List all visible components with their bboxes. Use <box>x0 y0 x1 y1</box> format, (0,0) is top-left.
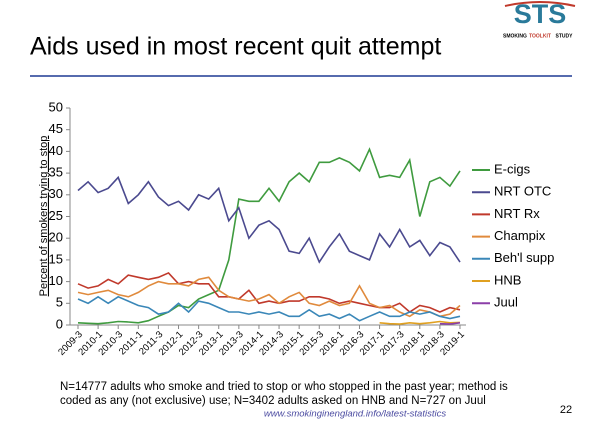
footnote: coded as any (not exclusive) use; N=3402… <box>60 395 486 407</box>
y-tick-label: 25 <box>49 208 63 223</box>
y-tick-label: 15 <box>49 251 63 266</box>
series-line <box>77 295 461 322</box>
y-tick-label: 40 <box>49 143 63 158</box>
legend-label: HNB <box>494 272 521 287</box>
logo-word: TOOLKIT <box>529 33 551 39</box>
y-tick-label: 10 <box>49 273 63 288</box>
legend-label: E-cigs <box>494 161 531 176</box>
series-line <box>77 175 461 264</box>
y-tick-label: 35 <box>49 165 63 180</box>
legend-label: NRT Rx <box>494 206 540 221</box>
series-line <box>379 320 461 325</box>
legend-label: Juul <box>494 295 518 310</box>
logo-word: SMOKING <box>503 33 527 39</box>
y-tick-label: 20 <box>49 230 63 245</box>
series-line <box>439 322 461 325</box>
logo-word: STUDY <box>556 33 574 39</box>
series-line <box>77 276 461 318</box>
y-tick-label: 30 <box>49 186 63 201</box>
logo-arc <box>504 1 576 7</box>
y-tick-label: 0 <box>56 316 63 331</box>
series-line <box>77 271 461 313</box>
y-tick-label: 45 <box>49 121 63 136</box>
legend-label: NRT OTC <box>494 184 551 199</box>
y-axis-label: Percent of smokers trying to stop <box>38 136 50 297</box>
logo: STS <box>514 0 567 29</box>
legend-label: Beh'l supp <box>494 250 554 265</box>
page-number: 22 <box>560 404 572 416</box>
y-tick-label: 5 <box>56 295 63 310</box>
slide-title: Aids used in most recent quit attempt <box>30 33 441 61</box>
series-line <box>77 147 461 325</box>
source-url: www.smokinginengland.info/latest-statist… <box>264 409 446 420</box>
footnote: N=14777 adults who smoke and tried to st… <box>60 381 508 393</box>
legend-label: Champix <box>494 228 546 243</box>
y-tick-label: 50 <box>49 99 63 114</box>
